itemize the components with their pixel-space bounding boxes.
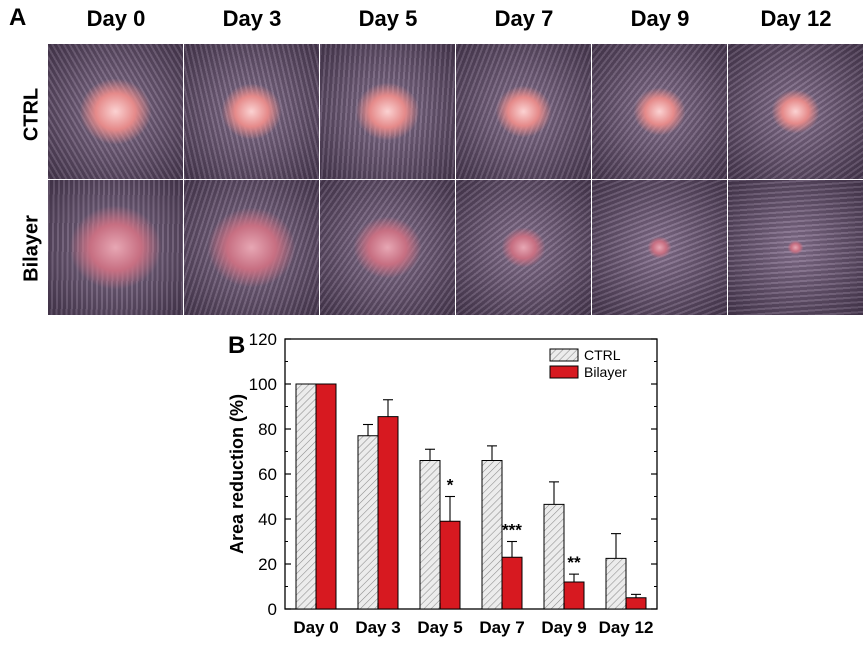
significance-marker: **	[567, 553, 581, 572]
significance-marker: *	[447, 476, 454, 495]
bar-bilayer	[563, 581, 585, 610]
wound-photo	[592, 180, 727, 315]
y-tick-label: 20	[258, 555, 277, 574]
wound-photo	[456, 180, 591, 315]
wound-photo	[456, 44, 591, 179]
wound-photo	[184, 44, 319, 179]
day-header: Day 5	[358, 6, 418, 31]
y-tick-label: 100	[249, 375, 277, 394]
day-header: Day 7	[494, 6, 554, 31]
bar-ctrl	[419, 460, 441, 610]
y-axis-label: Area reduction (%)	[227, 394, 247, 554]
bar-bilayer	[377, 416, 399, 610]
bar-bilayer	[439, 520, 461, 610]
wound-photo	[592, 44, 727, 179]
legend-label: Bilayer	[584, 364, 627, 380]
x-tick-label: Day 12	[599, 618, 654, 637]
wound-photo	[320, 44, 455, 179]
day-header: Day 3	[222, 6, 282, 31]
x-tick-label: Day 0	[293, 618, 338, 637]
wound-photo	[728, 180, 863, 315]
y-tick-label: 120	[249, 330, 277, 349]
bar-ctrl	[605, 557, 627, 610]
wound-photo	[184, 180, 319, 315]
x-tick-label: Day 5	[417, 618, 462, 637]
bar-ctrl	[357, 435, 379, 610]
y-tick-label: 40	[258, 510, 277, 529]
panel-b-letter: B	[228, 332, 246, 359]
legend-swatch	[549, 365, 579, 379]
panel-a-letter: A	[9, 4, 27, 31]
y-tick-label: 0	[268, 600, 277, 619]
legend-label: CTRL	[584, 347, 621, 363]
day-header: Day 12	[760, 6, 832, 31]
bar-bilayer	[625, 597, 647, 610]
x-tick-label: Day 7	[479, 618, 524, 637]
bar-ctrl	[481, 460, 503, 610]
day-header: Day 9	[630, 6, 690, 31]
wound-photo	[48, 44, 183, 179]
y-tick-label: 60	[258, 465, 277, 484]
legend-swatch	[549, 348, 579, 362]
x-tick-label: Day 3	[355, 618, 400, 637]
wound-photo	[48, 180, 183, 315]
bar-bilayer	[501, 556, 523, 610]
wound-photo-grid	[48, 44, 864, 316]
day-header: Day 0	[86, 6, 146, 31]
significance-marker: ***	[502, 521, 522, 540]
bar-bilayer	[315, 383, 337, 610]
wound-photo	[320, 180, 455, 315]
bar-ctrl	[295, 383, 317, 610]
bar-ctrl	[543, 503, 565, 610]
wound-photo	[728, 44, 863, 179]
x-tick-label: Day 9	[541, 618, 586, 637]
y-tick-label: 80	[258, 420, 277, 439]
